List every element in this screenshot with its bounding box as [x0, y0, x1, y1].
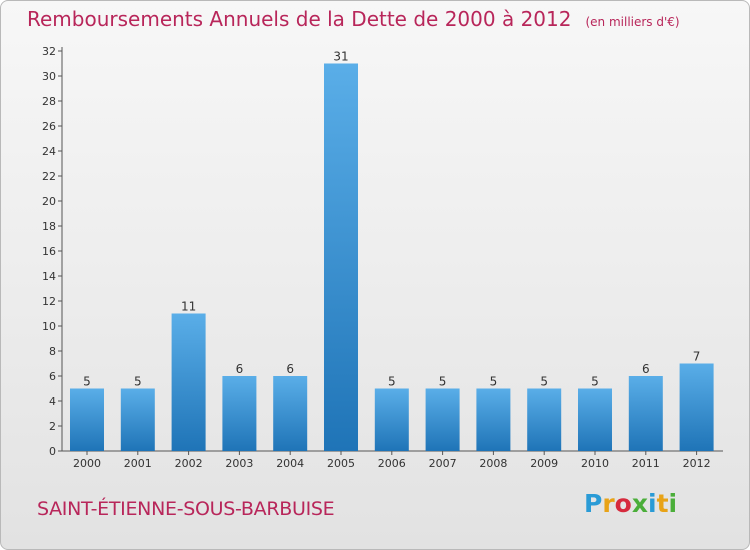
x-tick-label-2006: 2006 — [378, 457, 406, 470]
y-tick-label: 22 — [42, 170, 56, 183]
bar-2000 — [70, 388, 104, 451]
chart-labels: 5 2000 5 2001 11 2002 6 2003 6 2004 31 2005 5 2006 5 20… — [73, 50, 711, 471]
bar-2009 — [527, 388, 562, 451]
value-label-2010: 5 — [591, 375, 599, 389]
x-tick-label-2003: 2003 — [225, 457, 253, 470]
logo-letter: t — [656, 489, 669, 518]
bar-2011 — [628, 376, 663, 451]
y-tick-label: 6 — [49, 370, 56, 383]
bar-2002 — [171, 313, 206, 451]
commune-name: SAINT-ÉTIENNE-SOUS-BARBUISE — [37, 498, 335, 520]
x-tick-label-2005: 2005 — [327, 457, 355, 470]
logo-letter: o — [614, 489, 632, 518]
value-label-2006: 5 — [388, 375, 396, 389]
logo-letter: i — [668, 489, 678, 518]
y-tick-label: 24 — [42, 145, 56, 158]
logo-letter: r — [602, 489, 615, 518]
value-label-2000: 5 — [83, 375, 91, 389]
bar-2007 — [425, 388, 460, 451]
value-label-2007: 5 — [439, 375, 447, 389]
x-tick-label-2010: 2010 — [581, 457, 609, 470]
bar-2001 — [120, 388, 155, 451]
x-tick-label-2008: 2008 — [479, 457, 507, 470]
x-tick-label-2011: 2011 — [632, 457, 660, 470]
y-tick-label: 10 — [42, 320, 56, 333]
y-tick-label: 26 — [42, 120, 56, 133]
y-tick-label: 2 — [49, 420, 56, 433]
chart-unit: (en milliers d'€) — [585, 15, 680, 29]
chart-title: Remboursements Annuels de la Dette de 20… — [27, 7, 680, 31]
bar-2008 — [476, 388, 511, 451]
y-tick-label: 32 — [42, 45, 56, 58]
value-label-2011: 6 — [642, 362, 650, 376]
x-tick-label-2012: 2012 — [683, 457, 711, 470]
value-label-2005: 31 — [333, 50, 348, 64]
chart-bars — [70, 63, 714, 451]
y-tick-label: 30 — [42, 70, 56, 83]
logo-letter: i — [648, 489, 657, 518]
value-label-2004: 6 — [286, 362, 294, 376]
x-tick-label-2001: 2001 — [124, 457, 152, 470]
value-label-2009: 5 — [540, 375, 548, 389]
y-tick-label: 14 — [42, 270, 56, 283]
y-tick-label: 20 — [42, 195, 56, 208]
y-tick-label: 8 — [49, 345, 56, 358]
y-tick-label: 16 — [42, 245, 56, 258]
bar-2012 — [679, 363, 714, 451]
y-tick-label: 0 — [49, 445, 56, 458]
x-tick-label-2000: 2000 — [73, 457, 101, 470]
value-label-2001: 5 — [134, 375, 142, 389]
value-label-2003: 6 — [236, 362, 244, 376]
bar-2004 — [273, 376, 308, 451]
y-tick-label: 12 — [42, 295, 56, 308]
y-tick-label: 28 — [42, 95, 56, 108]
bar-2005 — [324, 63, 358, 451]
bar-2006 — [374, 388, 409, 451]
logo-letter: x — [631, 489, 648, 518]
bar-2003 — [222, 376, 257, 451]
proxiti-logo: Proxiti — [584, 489, 677, 518]
value-label-2002: 11 — [181, 300, 196, 314]
value-label-2008: 5 — [490, 375, 498, 389]
x-tick-label-2004: 2004 — [276, 457, 304, 470]
y-tick-label: 4 — [49, 395, 56, 408]
value-label-2012: 7 — [693, 350, 701, 364]
logo-letter: P — [584, 489, 603, 518]
chart-title-text: Remboursements Annuels de la Dette de 20… — [27, 7, 572, 31]
x-tick-label-2002: 2002 — [175, 457, 203, 470]
y-tick-label: 18 — [42, 220, 56, 233]
bar-2010 — [578, 388, 612, 451]
x-tick-label-2007: 2007 — [429, 457, 457, 470]
x-tick-label-2009: 2009 — [530, 457, 558, 470]
